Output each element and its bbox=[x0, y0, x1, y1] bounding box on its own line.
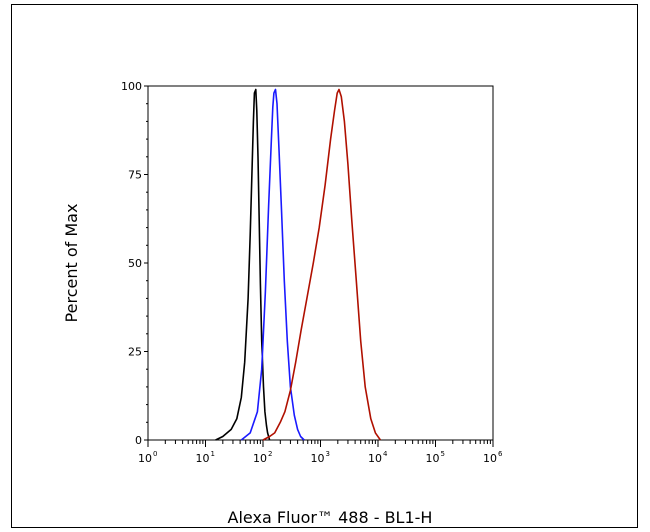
x-tick-label-base: 10 bbox=[253, 452, 267, 465]
x-tick-label-exponent: 2 bbox=[268, 450, 272, 458]
x-tick-label-base: 10 bbox=[196, 452, 210, 465]
histogram-series-2 bbox=[240, 88, 305, 441]
plot-area bbox=[147, 85, 494, 441]
x-tick-label-base: 10 bbox=[311, 452, 325, 465]
y-axis: 0 25 50 75 100 bbox=[121, 80, 148, 447]
x-tick-label-base: 10 bbox=[426, 452, 440, 465]
x-tick-label-exponent: 3 bbox=[326, 450, 330, 458]
x-tick-label-base: 10 bbox=[368, 452, 382, 465]
x-tick-label-exponent: 6 bbox=[498, 450, 503, 458]
x-tick-label-exponent: 5 bbox=[441, 450, 445, 458]
y-tick-label: 75 bbox=[128, 169, 142, 182]
histogram-series-3 bbox=[262, 88, 382, 441]
y-tick-label: 0 bbox=[135, 434, 142, 447]
x-axis-title: Alexa Fluor™ 488 - BL1-H bbox=[228, 508, 433, 527]
y-tick-label: 50 bbox=[128, 257, 142, 270]
y-tick-label: 25 bbox=[128, 346, 142, 359]
x-minor-ticks bbox=[164, 440, 491, 444]
y-tick-label: 100 bbox=[121, 80, 142, 93]
chart-frame bbox=[11, 4, 638, 528]
histogram-series-1 bbox=[215, 88, 271, 441]
x-tick-label-exponent: 0 bbox=[153, 450, 157, 458]
y-axis-title: Percent of Max bbox=[62, 204, 81, 323]
x-axis: 10 0 10 1 10 2 10 3 10 4 10 5 10 6 bbox=[138, 440, 503, 465]
x-tick-label-exponent: 4 bbox=[383, 450, 388, 458]
series-layer bbox=[215, 88, 382, 441]
x-tick-label-base: 10 bbox=[138, 452, 152, 465]
x-tick-label-exponent: 1 bbox=[211, 450, 215, 458]
x-tick-label-base: 10 bbox=[483, 452, 497, 465]
